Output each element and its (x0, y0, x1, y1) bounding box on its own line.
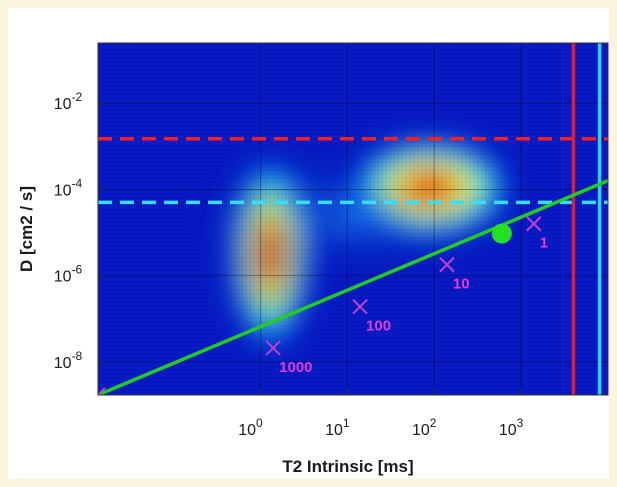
x-tick-label: 100 (238, 416, 263, 439)
plot-area: 1000 100 10 1 (98, 43, 608, 395)
reference-marker-label: 1 (540, 235, 548, 252)
y-axis-label: D [cm2 / s] (17, 186, 36, 272)
x-tick-label: 102 (412, 416, 437, 439)
figure: 1000 100 10 1 100 101 102 103 10-8 10-6 10-4 10-2 … (8, 8, 609, 479)
x-tick-label: 103 (499, 416, 524, 439)
heatmap-texture (98, 43, 608, 395)
y-tick-label: 10-2 (54, 90, 83, 113)
reference-line (98, 179, 608, 395)
reference-marker-stroke (526, 216, 542, 232)
reference-marker-stroke (265, 340, 281, 356)
y-tick-label: 10-6 (54, 263, 83, 286)
y-tick-label: 10-4 (54, 176, 83, 199)
plot-clip-group: 1000 100 10 1 (98, 43, 608, 395)
reference-marker-stroke (98, 387, 106, 395)
reference-marker-stroke (352, 299, 368, 315)
x-tick-label: 101 (325, 416, 350, 439)
y-tick-label: 10-8 (54, 349, 83, 372)
reference-marker-label: 100 (366, 318, 391, 335)
reference-marker-stroke (439, 256, 455, 273)
plot-frame (97, 42, 609, 396)
highlight-point (491, 223, 512, 244)
reference-marker-label: 10 (453, 276, 470, 293)
x-axis-label: T2 Intrinsic [ms] (282, 457, 413, 476)
reference-marker-label: 1000 (279, 359, 312, 376)
